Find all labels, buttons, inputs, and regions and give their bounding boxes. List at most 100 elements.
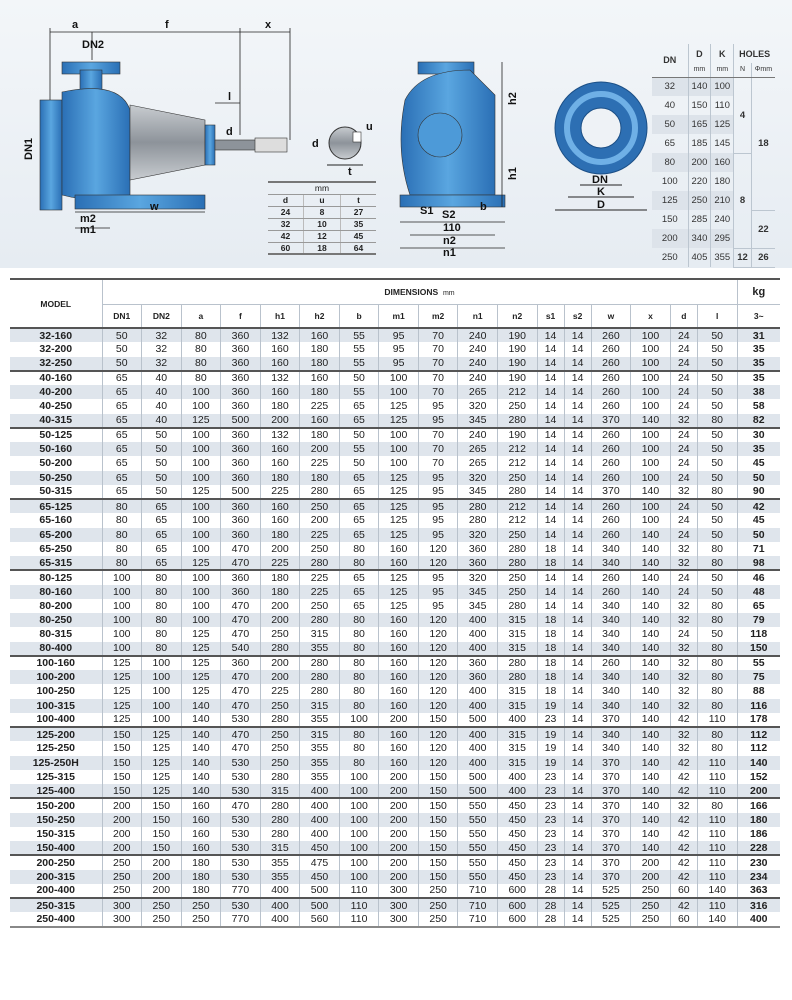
dimension-cell: 340 (590, 741, 631, 756)
dimension-cell: 100 (180, 584, 221, 599)
dimension-cell: 212 (496, 497, 538, 514)
dimension-cell: 95 (417, 569, 458, 585)
label-k: K (597, 186, 605, 198)
dimension-cell: 65 (141, 527, 182, 542)
model-cell: 65-315 (10, 556, 102, 571)
dimension-cell: 42 (669, 712, 698, 727)
dimension-cell: 32 (669, 684, 698, 699)
dimension-cell: 315 (299, 725, 340, 742)
dimension-cell: 32 (669, 413, 698, 428)
dimension-cell: 710 (457, 912, 498, 927)
dimension-cell: 530 (220, 854, 261, 870)
dimension-cell: 200 (141, 869, 182, 884)
dimension-cell: 65 (338, 413, 379, 428)
dimension-cell: 550 (457, 854, 498, 870)
dimension-cell: 340 (590, 541, 631, 556)
dimension-cell: 23 (536, 769, 565, 784)
dimension-cell: 450 (496, 826, 538, 841)
model-cell: 200-315 (10, 869, 102, 884)
dimension-cell: 150 (417, 812, 458, 827)
dimension-cell: 150 (417, 784, 458, 799)
dimension-cell: 14 (563, 497, 592, 514)
dimension-cell: 450 (496, 797, 538, 813)
dimension-cell: 14 (563, 741, 592, 756)
flange-cell: 220 (687, 172, 711, 191)
dimension-cell: 160 (299, 413, 340, 428)
flange-row: 80 200 160 8 (652, 153, 775, 249)
dimension-cell: 140 (630, 797, 671, 813)
dimension-cell: 360 (457, 556, 498, 571)
dimensions-table: MODEL DIMENSIONS mm kg DN1 DN2 a f h1 h2 b m1 m2… (10, 278, 780, 928)
dimension-cell: 100 (180, 426, 221, 442)
flange-cell: 250 (687, 191, 711, 210)
dimension-cell: 315 (259, 841, 300, 856)
table-row: 50-160 65 50 100 360 160 200 55 100 70 265 212 14 14 2… (10, 442, 780, 457)
table-row: 40-315 65 40 125 500 200 160 65 125 95 345 280 14 14 3… (10, 413, 780, 428)
dimension-cell: 14 (536, 442, 565, 457)
dimension-cell: 18 (536, 684, 565, 699)
dimension-cell: 14 (536, 513, 565, 528)
dimension-cell: 315 (496, 684, 538, 699)
dimension-cell: 24 (669, 497, 698, 514)
column-header: n1 (457, 303, 498, 328)
dimension-cell: 140 (630, 725, 671, 742)
table-row: 32-250 50 32 80 360 160 180 55 95 70 240 190 14 14 260… (10, 356, 780, 371)
dimension-cell: 160 (259, 456, 300, 471)
model-cell: 40-250 (39, 400, 73, 413)
weight-cell: 31 (736, 326, 780, 343)
dimension-cell: 315 (496, 641, 538, 656)
dimension-cell: 70 (417, 356, 458, 371)
dimension-cell: 100 (338, 797, 379, 813)
table-row: 100-250 125 100 125 470 225 280 80 160 120 400 315 1… (10, 684, 780, 699)
dimension-cell: 125 (141, 784, 182, 799)
dimension-cell: 340 (590, 598, 631, 613)
model-cell: 40-160 (10, 369, 102, 385)
dimension-cell: 320 (457, 527, 498, 542)
dimension-cell: 120 (417, 556, 458, 571)
dimension-cell: 24 (669, 426, 698, 442)
dimension-cell: 14 (563, 326, 592, 343)
dimension-cell: 24 (669, 356, 698, 371)
dimension-cell: 250 (180, 912, 221, 927)
dimension-cell: 225 (299, 456, 340, 471)
flange-header-n: N (733, 63, 752, 78)
dimension-cell: 125 (141, 725, 182, 742)
dimension-cell: 100 (180, 442, 221, 457)
dimension-cell: 260 (590, 385, 631, 400)
model-cell: 200-250 (10, 854, 102, 870)
weight-cell: 88 (736, 684, 780, 699)
dimension-cell: 150 (141, 826, 182, 841)
dimension-cell: 280 (259, 641, 300, 656)
dimension-cell: 65 (338, 497, 379, 514)
weight-cell: 118 (736, 627, 780, 642)
dimension-cell: 370 (590, 712, 631, 727)
dimension-cell: 100 (141, 670, 182, 685)
flange-holes-n: 12 (733, 248, 752, 268)
flange-header-d: D (687, 44, 711, 63)
dimension-cell: 770 (220, 912, 261, 927)
column-header: a (180, 303, 221, 328)
dimension-cell: 23 (536, 826, 565, 841)
table-row: 250-315 300 250 250 530 400 500 110 300 250 710 600… (10, 896, 780, 913)
dimension-cell: 50 (141, 470, 182, 485)
dimension-cell: 55 (338, 326, 379, 343)
dimension-cell: 120 (417, 641, 458, 656)
flange-header-phi: Φmm (750, 63, 776, 78)
model-cell: 125-400 (10, 784, 102, 799)
dimension-cell: 260 (590, 527, 631, 542)
dimension-cell: 280 (299, 556, 340, 571)
dimension-cell: 225 (299, 399, 340, 414)
weight-cell: 98 (736, 556, 780, 571)
dimension-cell: 345 (457, 413, 498, 428)
dimension-cell: 160 (299, 326, 340, 343)
weight-cell: 363 (736, 883, 780, 898)
dimension-cell: 250 (417, 883, 458, 898)
dimension-cell: 250 (299, 598, 340, 613)
dimension-cell: 470 (220, 684, 261, 699)
dimension-cell: 140 (630, 598, 671, 613)
dimension-cell: 360 (220, 569, 261, 585)
dimension-cell: 190 (496, 356, 538, 371)
model-cell: 150-400 (10, 841, 102, 856)
dimension-cell: 370 (590, 812, 631, 827)
dimension-cell: 100 (630, 513, 671, 528)
